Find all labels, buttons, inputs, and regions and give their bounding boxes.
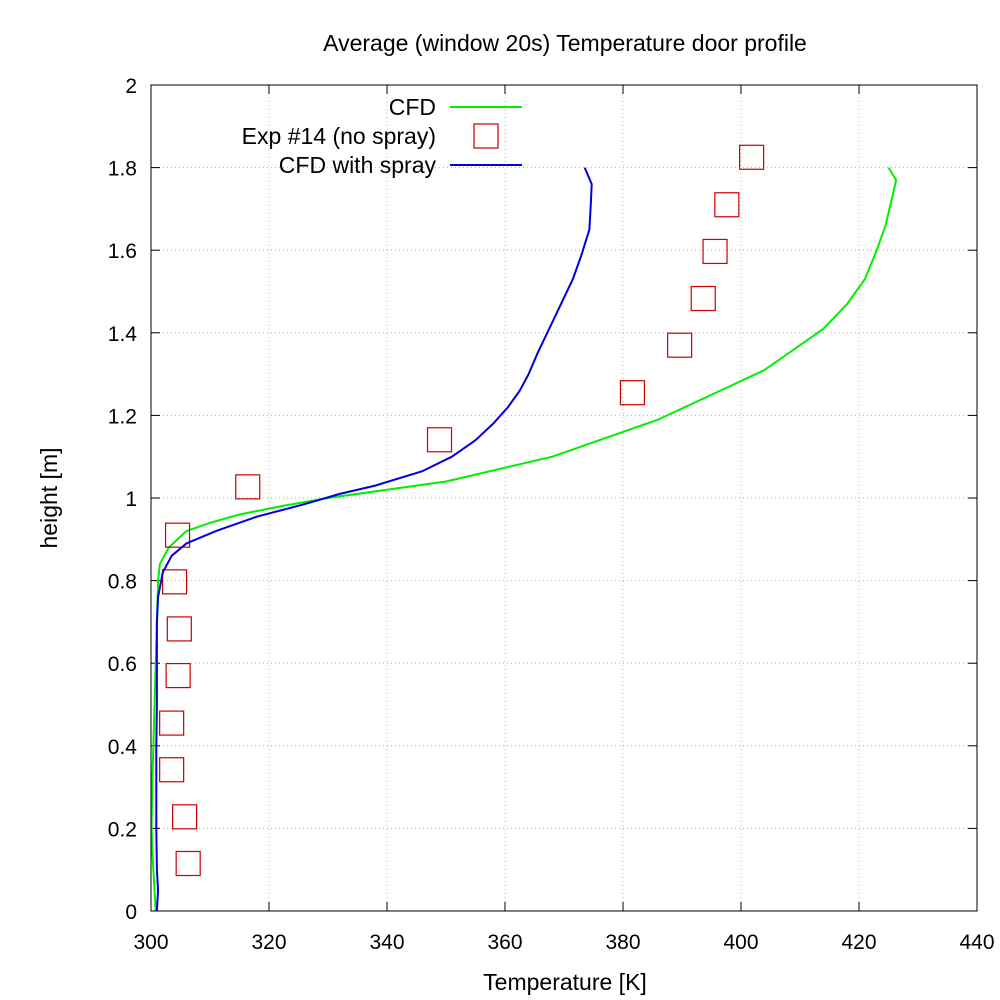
legend: CFD Exp #14 (no spray) CFD with spray <box>242 94 522 178</box>
chart-title: Average (window 20s) Temperature door pr… <box>323 30 807 56</box>
data-point-square <box>667 332 693 358</box>
data-point-square <box>159 710 185 736</box>
y-tick-label: 0.6 <box>108 653 137 676</box>
series-line-cfd-with-spray <box>155 167 593 912</box>
data-point-square <box>619 380 646 406</box>
x-tick-label: 300 <box>133 931 168 954</box>
data-point-square <box>159 757 185 783</box>
data-point-square <box>739 144 765 170</box>
data-point-square <box>426 427 453 453</box>
data-point-square <box>714 192 740 218</box>
data-point-square <box>690 285 716 312</box>
legend-label: Exp #14 (no spray) <box>242 123 436 149</box>
legend-sample-square <box>473 123 499 149</box>
tick-labels: 300 320 340 360 380 400 420 440 0 0.2 0.4 0.6 0.8 1 1.… <box>108 75 995 954</box>
y-tick-label: 1.4 <box>108 323 138 346</box>
y-tick-label: 2 <box>125 75 137 98</box>
y-tick-label: 0.2 <box>108 818 137 841</box>
x-tick-label: 320 <box>251 931 286 954</box>
x-tick-label: 360 <box>487 931 522 954</box>
y-tick-label: 0.8 <box>108 571 137 594</box>
plot-frame <box>150 84 978 912</box>
data-point-square <box>175 850 201 877</box>
y-axis-label: height [m] <box>36 448 62 549</box>
y-tick-label: 0 <box>125 901 137 924</box>
legend-label: CFD with spray <box>279 152 437 178</box>
y-tick-label: 1 <box>125 488 137 511</box>
series-line-cfd <box>150 167 898 912</box>
x-tick-label: 420 <box>841 931 876 954</box>
x-tick-label: 340 <box>369 931 404 954</box>
data-point-square <box>164 522 191 548</box>
y-tick-label: 1.8 <box>108 158 137 181</box>
data-point-square <box>702 238 728 265</box>
grid <box>151 85 977 911</box>
legend-label: CFD <box>389 94 436 120</box>
data-point-square <box>162 569 188 595</box>
x-axis-label: Temperature [K] <box>483 969 647 995</box>
data-point-square <box>166 616 192 642</box>
plot-series <box>150 144 898 912</box>
data-point-square <box>165 662 191 689</box>
y-tick-label: 1.2 <box>108 405 137 428</box>
data-point-square <box>172 804 198 830</box>
x-tick-label: 400 <box>723 931 758 954</box>
data-point-square <box>235 474 261 500</box>
y-tick-label: 1.6 <box>108 240 137 263</box>
y-tick-label: 0.4 <box>108 736 138 759</box>
x-tick-label: 380 <box>605 931 640 954</box>
x-tick-label: 440 <box>959 931 994 954</box>
